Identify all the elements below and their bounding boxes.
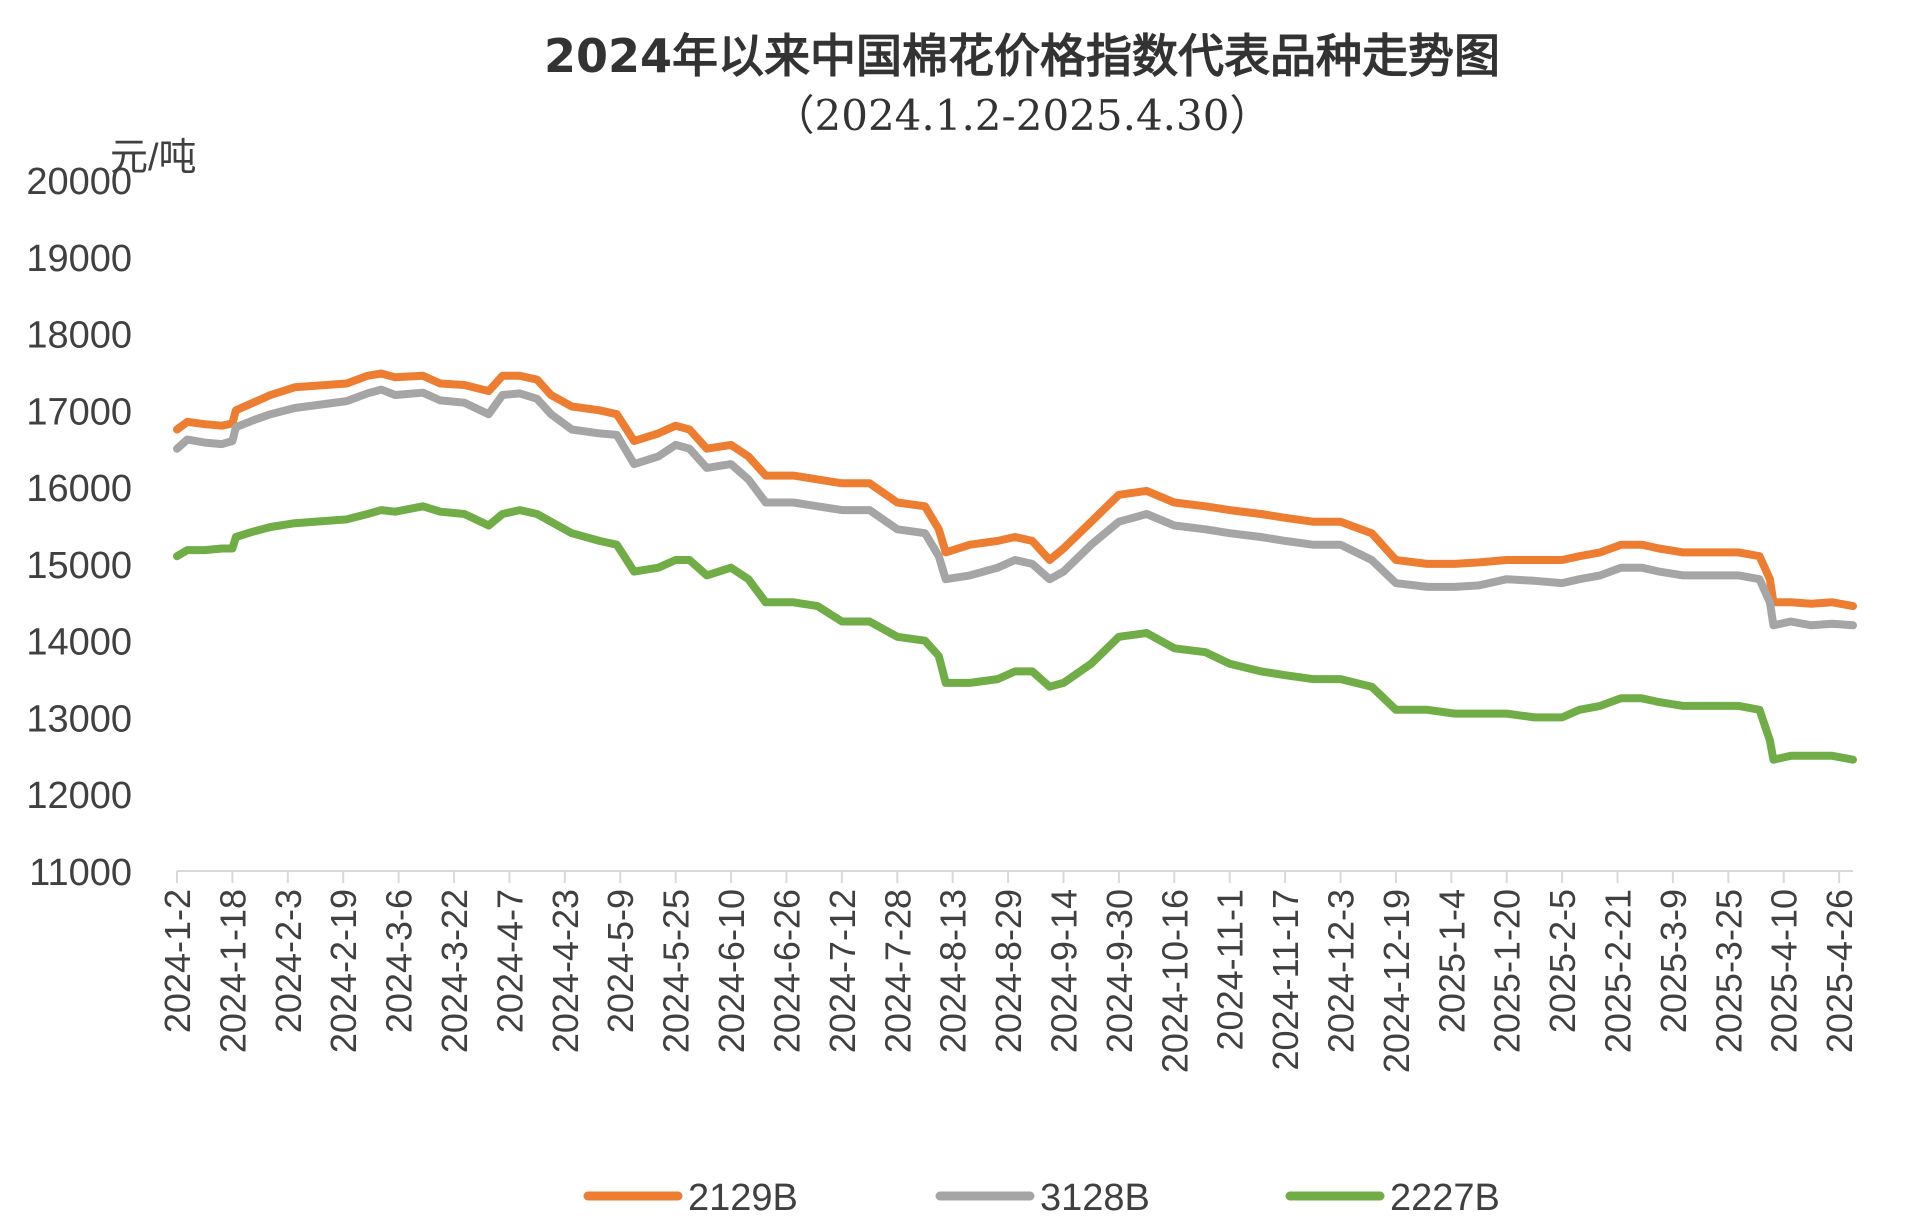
x-tick-label: 2024-9-30 [1099,889,1140,1053]
x-tick-label: 2024-1-18 [212,889,253,1053]
x-tick-label: 2025-2-5 [1542,889,1583,1033]
x-tick-label: 2024-9-14 [1043,889,1084,1053]
y-tick-label: 18000 [26,315,132,357]
x-tick-label: 2024-4-7 [489,889,530,1033]
y-axis-unit-label: 元/吨 [110,137,197,179]
chart-title: 2024年以来中国棉花价格指数代表品种走势图 [544,29,1500,83]
x-tick-label: 2024-2-19 [323,889,364,1053]
x-tick-label: 2024-5-25 [656,889,697,1053]
legend: 2129B 3128B 2227B [583,1177,1500,1219]
x-tick-label: 2025-1-4 [1431,889,1472,1033]
y-axis: 11000 12000 13000 14000 15000 16000 17000 18000… [26,161,132,894]
x-tick-label: 2024-8-29 [988,889,1029,1053]
x-tick-label: 2024-3-22 [434,889,475,1053]
series-line-2227B [173,502,1857,764]
y-tick-label: 13000 [26,698,132,740]
y-tick-label: 19000 [26,238,132,280]
x-tick-label: 2025-4-26 [1819,889,1860,1053]
y-tick-label: 16000 [26,468,132,510]
x-tick-label: 2024-12-3 [1321,889,1362,1053]
x-tick-label: 2024-6-26 [766,889,807,1053]
series-line-3128B [173,385,1857,630]
x-tick-label: 2024-5-9 [600,889,641,1033]
x-tick-label: 2024-4-23 [545,889,586,1053]
x-tick-label: 2024-2-3 [268,889,309,1033]
x-tick-label: 2024-6-10 [711,889,752,1053]
y-tick-label: 12000 [26,775,132,817]
chart-subtitle: （2024.1.2-2025.4.30） [773,91,1272,140]
legend-label-2227B: 2227B [1390,1177,1500,1219]
y-tick-label: 11000 [29,852,132,894]
x-tick-label: 2025-3-25 [1708,889,1749,1053]
x-tick-label: 2024-3-6 [379,889,420,1033]
x-tick-label: 2025-3-9 [1653,889,1694,1033]
x-tick-label: 2024-8-13 [933,889,974,1053]
legend-label-2129B: 2129B [688,1177,798,1219]
x-tick-label: 2024-10-16 [1154,889,1195,1073]
x-tick-label: 2025-4-10 [1764,889,1805,1053]
y-tick-label: 17000 [26,391,132,433]
y-tick-label: 15000 [26,545,132,587]
x-tick-label: 2024-11-17 [1265,889,1306,1070]
x-tick-label: 2025-1-20 [1487,889,1528,1053]
x-tick-label: 2024-7-12 [822,889,863,1053]
x-tick-label: 2025-2-21 [1598,889,1639,1053]
series-lines [173,369,1857,764]
series-line-2129B [173,369,1857,611]
legend-label-3128B: 3128B [1040,1177,1150,1219]
x-tick-label: 2024-12-19 [1376,889,1417,1073]
x-tick-label: 2024-1-2 [157,889,198,1033]
x-tick-label: 2024-7-28 [877,889,918,1053]
x-tick-label: 2024-11-1 [1210,889,1251,1050]
y-tick-label: 14000 [26,622,132,664]
x-axis: 2024-1-2 2024-1-18 2024-2-3 2024-2-19 2024-3… [157,871,1860,1073]
y-tick-label: 20000 [26,161,132,203]
